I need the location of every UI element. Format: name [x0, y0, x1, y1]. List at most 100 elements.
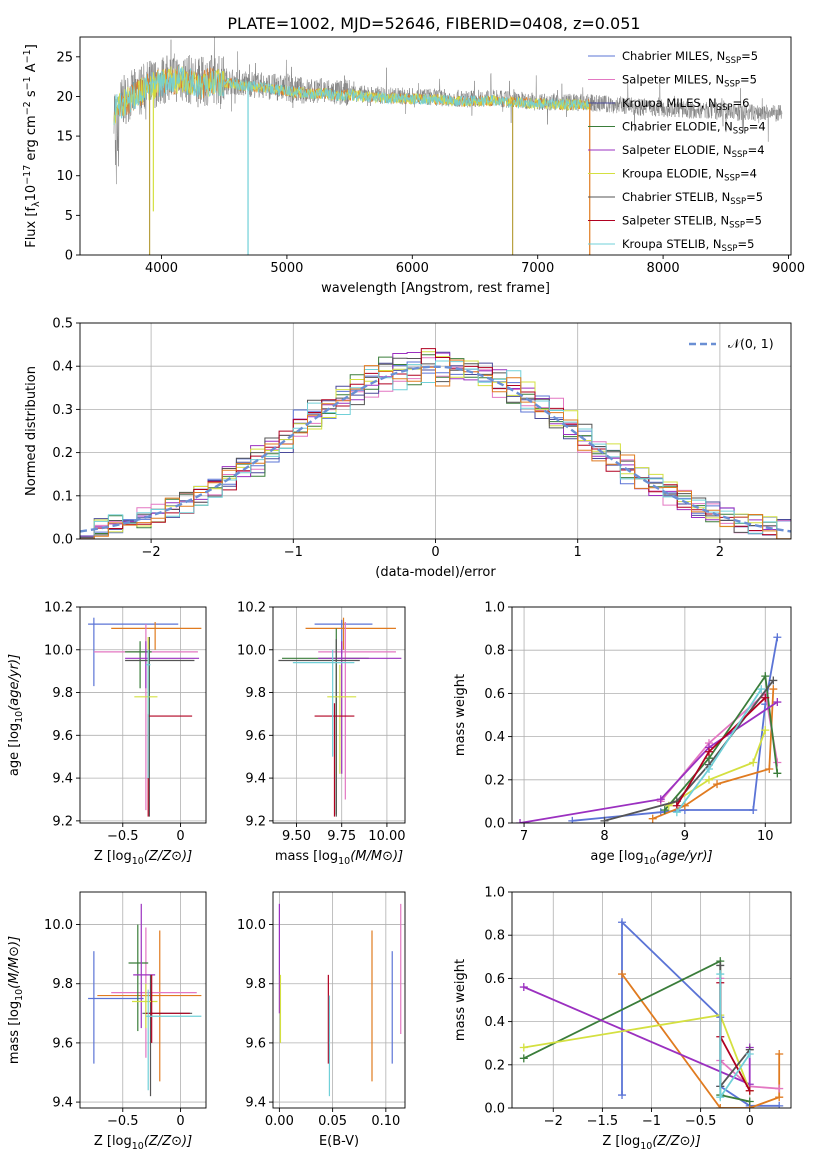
- label-part: log: [318, 849, 338, 864]
- y-tick-label: 25: [56, 50, 73, 65]
- axes-frame: [511, 606, 792, 824]
- weight-point-marker: [618, 1091, 627, 1100]
- label-part: 10: [338, 856, 350, 867]
- label-part: −1: [22, 49, 33, 63]
- label-part: (Z/Z⊙)]: [144, 1134, 192, 1149]
- label-part: 10: [132, 856, 144, 867]
- y-tick-label: 0.4: [484, 1015, 505, 1030]
- weight-point-marker: [775, 1084, 784, 1093]
- y-tick-label: 9.8: [245, 977, 266, 992]
- legend-entry-count: =4: [749, 120, 766, 134]
- weight-point-marker: [773, 758, 782, 767]
- label-part: 10: [132, 1141, 144, 1152]
- legend-entry-sub: SSP: [725, 56, 741, 66]
- weight-point-marker: [775, 1101, 784, 1108]
- label-part: age [: [7, 743, 22, 776]
- label-part: erg cm: [24, 115, 39, 164]
- age-vs-mass-panel: 9.50 9.75 10.00 9.2 9.4 9.6 9.8 10.0 10.2 mass [l…: [237, 601, 405, 868]
- label-part: (Z/Z⊙)]: [652, 1134, 700, 1149]
- y-axis-label: mass [log10(M/M⊙)]: [7, 936, 25, 1064]
- y-tick-label: 15: [56, 130, 73, 145]
- x-axis-label: mass [log10(M/M⊙)]: [275, 849, 403, 867]
- weight-series-line: [523, 1014, 751, 1092]
- y-tick-label: 1.0: [484, 601, 505, 616]
- legend-entry: Chabrier STELIB, NSSP=5: [622, 190, 763, 207]
- x-tick-label: 10: [757, 829, 774, 844]
- weight-point-marker: [745, 1097, 754, 1106]
- y-tick-label: 10.0: [44, 643, 73, 658]
- residual-histogram-step: [80, 359, 791, 539]
- weight-point-marker: [656, 795, 665, 804]
- legend-entry-count: =5: [737, 237, 754, 251]
- legend-entry-sub: SSP: [724, 174, 740, 184]
- y-axis-label: age [log10(age/yr)]: [7, 654, 25, 776]
- y-axis-label: mass weight: [453, 959, 468, 1041]
- x-tick-label: 0: [431, 545, 439, 560]
- y-tick-label: 9.6: [245, 1036, 266, 1051]
- legend-entry-text: Salpeter MILES, N: [622, 73, 724, 87]
- label-part: (Z/Z⊙)]: [144, 849, 192, 864]
- y-tick-label: 0.6: [484, 972, 505, 987]
- plot-area: [88, 617, 202, 817]
- weight-point-marker: [618, 918, 627, 927]
- x-tick-label: 8: [600, 829, 608, 844]
- gaussian-reference-curve: [80, 365, 791, 533]
- weight-series-line: [523, 959, 750, 1103]
- x-tick-label: −0.5: [685, 1114, 717, 1129]
- y-tick-label: 10.2: [44, 601, 73, 616]
- legend-entry-sub: SSP: [717, 103, 733, 113]
- label-part: log: [112, 849, 132, 864]
- weight-point-marker: [749, 758, 758, 767]
- x-tick-label: 0: [176, 829, 184, 844]
- y-tick-label: 10.0: [44, 918, 73, 933]
- label-part: log: [624, 849, 644, 864]
- y-tick-label: 10.0: [237, 643, 266, 658]
- x-axis-label: age [log10(age/yr)]: [590, 849, 712, 867]
- x-tick-label: 9000: [772, 261, 805, 276]
- x-tick-label: 0: [746, 1114, 754, 1129]
- label-part: (age/yr)]: [7, 654, 22, 711]
- legend-entry-text: Salpeter ELODIE, N: [622, 143, 732, 157]
- plot-area: [519, 918, 784, 1108]
- legend-entry-sub: SSP: [733, 127, 749, 137]
- legend-entry-text: Kroupa MILES, N: [622, 96, 717, 110]
- figure-title: PLATE=1002, MJD=52646, FIBERID=0408, z=0…: [227, 14, 640, 33]
- plot-area: [516, 633, 782, 823]
- label-part: Flux [f: [24, 207, 39, 248]
- weight-vs-metallicity-panel: −2 −1.5 −1 −0.5 0 0.0 0.2 0.4 0.6 0.8 1.0 Z [log10(…: [453, 886, 792, 1152]
- label-part: λ: [31, 201, 42, 207]
- label-part: log: [112, 1134, 132, 1149]
- x-tick-label: 1: [574, 545, 582, 560]
- x-tick-label: −1: [642, 1114, 661, 1129]
- legend-entry-text: Kroupa ELODIE, N: [622, 167, 724, 181]
- label-part: (M/M⊙)]: [350, 849, 403, 864]
- y-tick-label: 9.2: [245, 814, 266, 829]
- label-part: s: [24, 90, 39, 101]
- legend-entry-text: Chabrier STELIB, N: [622, 190, 730, 204]
- weight-point-marker: [775, 1050, 784, 1058]
- label-part: mass [: [275, 849, 318, 864]
- legend-entry-count: =5: [741, 49, 758, 63]
- y-tick-label: 0.6: [484, 687, 505, 702]
- y-tick-label: 0.5: [52, 317, 73, 332]
- label-part: log: [7, 723, 22, 743]
- legend-entry: Kroupa STELIB, NSSP=5: [622, 237, 754, 254]
- legend-entry-text: Kroupa STELIB, N: [622, 237, 722, 251]
- weight-point-marker: [704, 747, 713, 756]
- x-axis-label: Z [log10(Z/Z⊙)]: [94, 1134, 192, 1152]
- y-tick-label: 0.8: [484, 929, 505, 944]
- legend-entry-sub: SSP: [724, 80, 740, 90]
- x-tick-label: −1.5: [587, 1114, 619, 1129]
- y-tick-label: 0.3: [52, 403, 73, 418]
- weight-point-marker: [600, 816, 609, 823]
- legend-entry-sub: SSP: [732, 150, 748, 160]
- model-spectrum: [113, 66, 591, 126]
- label-part: Normed distribution: [24, 366, 39, 496]
- axes-frame: [79, 606, 207, 824]
- x-tick-label: 7000: [521, 261, 554, 276]
- residual-histogram-step: [80, 348, 791, 539]
- label-part: log: [7, 1001, 22, 1021]
- weight-point-marker: [757, 685, 766, 694]
- x-tick-label: 4000: [145, 261, 178, 276]
